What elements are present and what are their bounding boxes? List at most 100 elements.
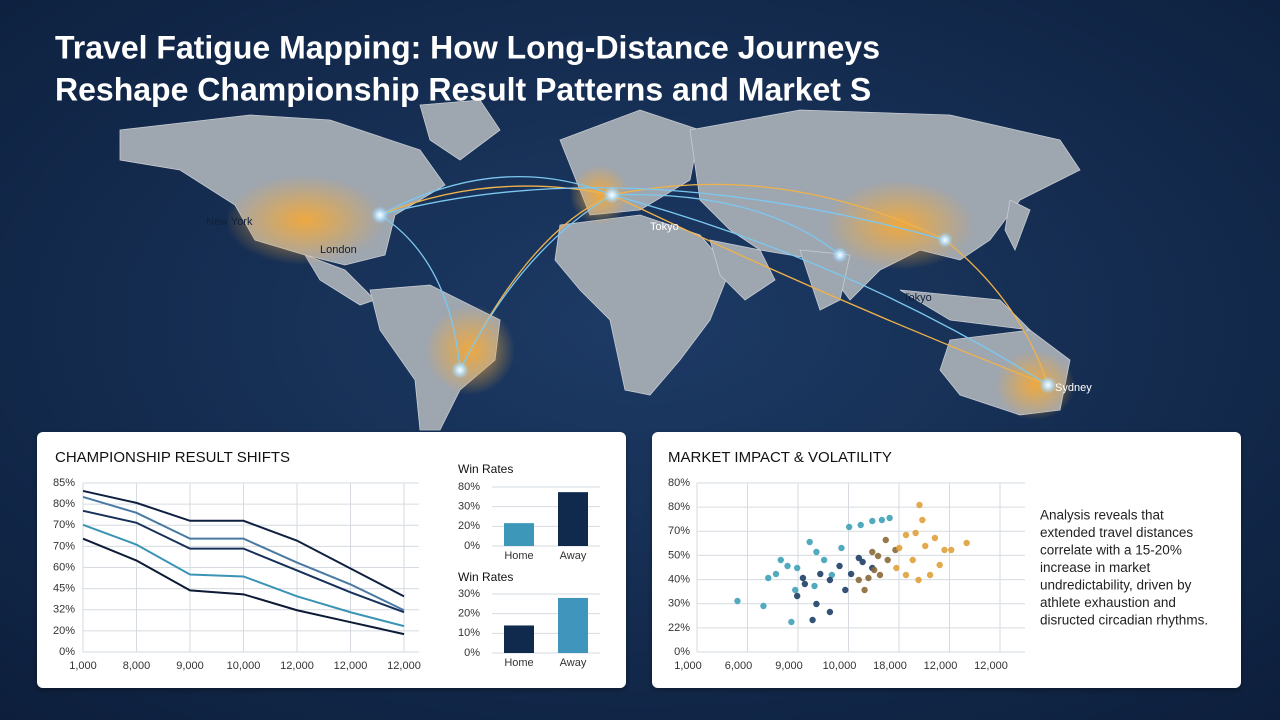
y-tick-label: 70% <box>53 540 75 552</box>
scatter-point <box>777 556 784 564</box>
routes <box>379 176 1049 386</box>
bar <box>504 625 534 653</box>
scatter-point <box>845 523 853 531</box>
scatter-point <box>734 597 741 605</box>
results-panel <box>37 432 626 688</box>
x-tick-label: Away <box>560 657 587 669</box>
world-map: New York London Tokyo Tokyo Sydney <box>119 99 1092 431</box>
note-line: extended travel distances <box>1040 525 1193 540</box>
route <box>611 183 946 241</box>
line-series <box>82 523 405 628</box>
y-tick-label: 20% <box>53 625 75 637</box>
y-tick-label: 45% <box>53 583 75 595</box>
x-tick-label: 1,000 <box>69 660 97 672</box>
scatter-point <box>813 548 820 556</box>
city-label: Tokyo <box>650 221 679 233</box>
scatter-point <box>772 570 780 578</box>
scatter-point <box>820 556 828 564</box>
bar <box>558 492 588 546</box>
scatter-point <box>869 548 876 556</box>
scatter-point <box>916 501 923 509</box>
scatter-point <box>793 564 801 572</box>
x-tick-label: 12,000 <box>280 660 314 672</box>
x-tick-label: 12,000 <box>924 660 958 672</box>
scatter-point <box>855 576 862 584</box>
scatter-point <box>836 562 843 570</box>
scatter-point <box>826 576 834 584</box>
city-label: Tokyo <box>903 292 932 304</box>
city-label: Sydney <box>1055 382 1092 394</box>
y-tick-label: 0% <box>59 646 75 658</box>
city-dot <box>451 361 469 379</box>
scatter-point <box>861 586 868 594</box>
analysis-note: Analysis reveals that extended travel dis… <box>1040 508 1208 628</box>
x-tick-label: 10,000 <box>227 660 261 672</box>
central-america <box>304 254 376 306</box>
scatter-point <box>902 571 910 579</box>
y-tick-label: 50% <box>668 549 690 561</box>
note-line: correlate with a 15-20% <box>1040 543 1182 558</box>
x-tick-label: 8,000 <box>123 660 151 672</box>
note-line: athlete exhaustion and <box>1040 595 1176 610</box>
scatter-point <box>931 534 939 542</box>
market-panel <box>652 432 1241 688</box>
x-tick-label: 9,000 <box>176 660 204 672</box>
city-dot <box>832 247 848 263</box>
scatter-point <box>813 600 820 608</box>
scatter-point <box>842 586 849 594</box>
y-tick-label: 32% <box>53 604 75 616</box>
scatter-point <box>760 602 767 610</box>
line-series <box>82 489 405 598</box>
x-tick-label: 12,000 <box>334 660 368 672</box>
note-line: undredictability, driven by <box>1040 578 1192 593</box>
y-tick-label: 80% <box>53 498 75 510</box>
y-tick-label: 30% <box>458 501 480 513</box>
arabia <box>709 239 776 301</box>
scatter-point <box>874 552 882 560</box>
scatter-point <box>811 582 818 590</box>
scatter-point <box>847 570 855 578</box>
hotspot <box>995 350 1075 420</box>
scatter-point <box>799 574 807 582</box>
city-labels: New York London Tokyo Tokyo Sydney <box>206 216 1092 394</box>
city-dot <box>371 206 389 224</box>
city-label: London <box>320 244 357 256</box>
scatter-point <box>855 554 862 562</box>
y-tick-label: 0% <box>464 647 480 659</box>
note-line: increase in market <box>1040 560 1151 575</box>
city-dot <box>937 232 953 248</box>
x-tick-label: 1,000 <box>674 660 702 672</box>
scatter-point <box>869 517 876 525</box>
scatter-point <box>838 544 845 552</box>
x-tick-label: 9,000 <box>775 660 803 672</box>
x-tick-label: 10,000 <box>823 660 857 672</box>
y-tick-label: 10% <box>458 627 480 639</box>
city-dot <box>603 186 621 204</box>
y-tick-label: 80% <box>458 481 480 493</box>
line-series <box>82 509 405 614</box>
scatter-point <box>788 618 795 626</box>
y-tick-label: 20% <box>458 608 480 620</box>
scatter-point <box>948 546 955 554</box>
scatter-point <box>884 556 891 564</box>
scatter-point <box>871 566 878 574</box>
y-tick-label: 70% <box>668 525 690 537</box>
x-tick-label: Home <box>504 657 533 669</box>
route <box>611 193 841 256</box>
y-tick-label: 30% <box>458 588 480 600</box>
chart-title: MARKET IMPACT & VOLATILITY <box>668 449 892 466</box>
bar <box>504 523 534 546</box>
line-series <box>82 495 405 612</box>
scatter-point <box>922 542 929 550</box>
y-tick-label: 85% <box>53 477 75 489</box>
scatter-point <box>926 571 934 579</box>
y-tick-label: 70% <box>53 519 75 531</box>
y-tick-label: 30% <box>668 598 690 610</box>
x-tick-label: Away <box>560 550 587 562</box>
note-line: disructed circadian rhythms. <box>1040 613 1208 628</box>
x-tick-label: 6,000 <box>725 660 753 672</box>
japan <box>1004 199 1031 251</box>
scatter-point <box>857 521 864 529</box>
